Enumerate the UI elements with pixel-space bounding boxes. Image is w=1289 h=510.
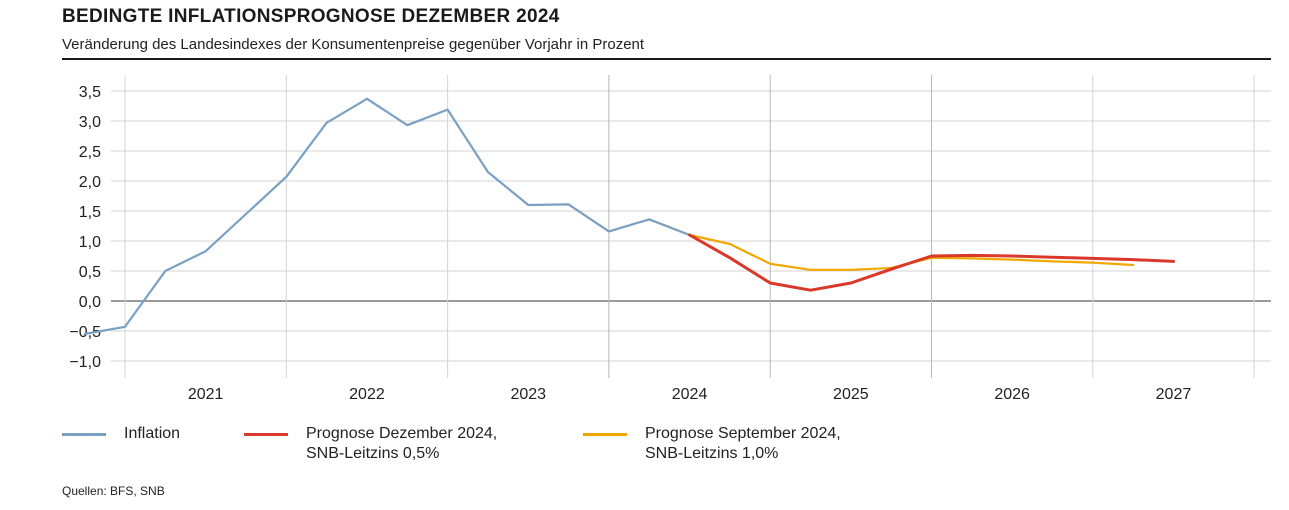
series-line-prognose-september: [648, 218, 1135, 271]
y-tick-label: 3,5: [79, 84, 101, 101]
series-line-prognose-dezember: [688, 233, 1175, 292]
y-tick-label: 3,0: [79, 114, 101, 131]
y-tick-label: 2,0: [79, 174, 101, 191]
y-tick-label: −0,5: [69, 324, 101, 341]
series-line-inflation: [83, 97, 691, 336]
y-axis: 3,5 3,0 2,5 2,0 1,5 1,0 0,5 0,0 −0,5 −1,0: [69, 84, 101, 371]
chart-subtitle: Veränderung des Landesindexes der Konsum…: [62, 36, 645, 53]
legend-swatch-prognose-dezember: [244, 433, 288, 436]
legend-label-prognose-september: Prognose September 2024, SNB-Leitzins 1,…: [645, 425, 841, 462]
legend-label-prognose-dezember: Prognose Dezember 2024, SNB-Leitzins 0,5…: [306, 425, 498, 462]
y-tick-label: 1,5: [79, 204, 101, 221]
y-tick-label: 0,0: [79, 294, 101, 311]
legend-swatch-prognose-september: [583, 433, 627, 436]
grid-layer: [111, 75, 1271, 378]
title-rule: [62, 58, 1271, 60]
legend-label-inflation: Inflation: [124, 425, 181, 442]
x-axis: 2021 2022 2023 2024 2025 2026 2027: [188, 386, 1191, 403]
chart-title: BEDINGTE INFLATIONSPROGNOSE DEZEMBER 202…: [62, 6, 560, 27]
legend-swatch-inflation: [62, 433, 106, 436]
x-tick-label: 2025: [833, 386, 869, 403]
y-tick-label: 0,5: [79, 264, 101, 281]
x-tick-label: 2024: [672, 386, 708, 403]
source-note: Quellen: BFS, SNB: [62, 484, 165, 498]
x-tick-label: 2026: [994, 386, 1030, 403]
y-tick-label: −1,0: [69, 354, 101, 371]
y-tick-label: 2,5: [79, 144, 101, 161]
x-tick-label: 2022: [349, 386, 385, 403]
x-tick-label: 2021: [188, 386, 224, 403]
inflation-line-chart: 3,53,02,52,01,51,00,50,0−0,5−1,0 2021 202…: [69, 75, 1271, 403]
x-tick-label: 2027: [1156, 386, 1192, 403]
series-layer: [83, 97, 1175, 336]
x-tick-label: 2023: [510, 386, 546, 403]
y-tick-label: 1,0: [79, 234, 101, 251]
